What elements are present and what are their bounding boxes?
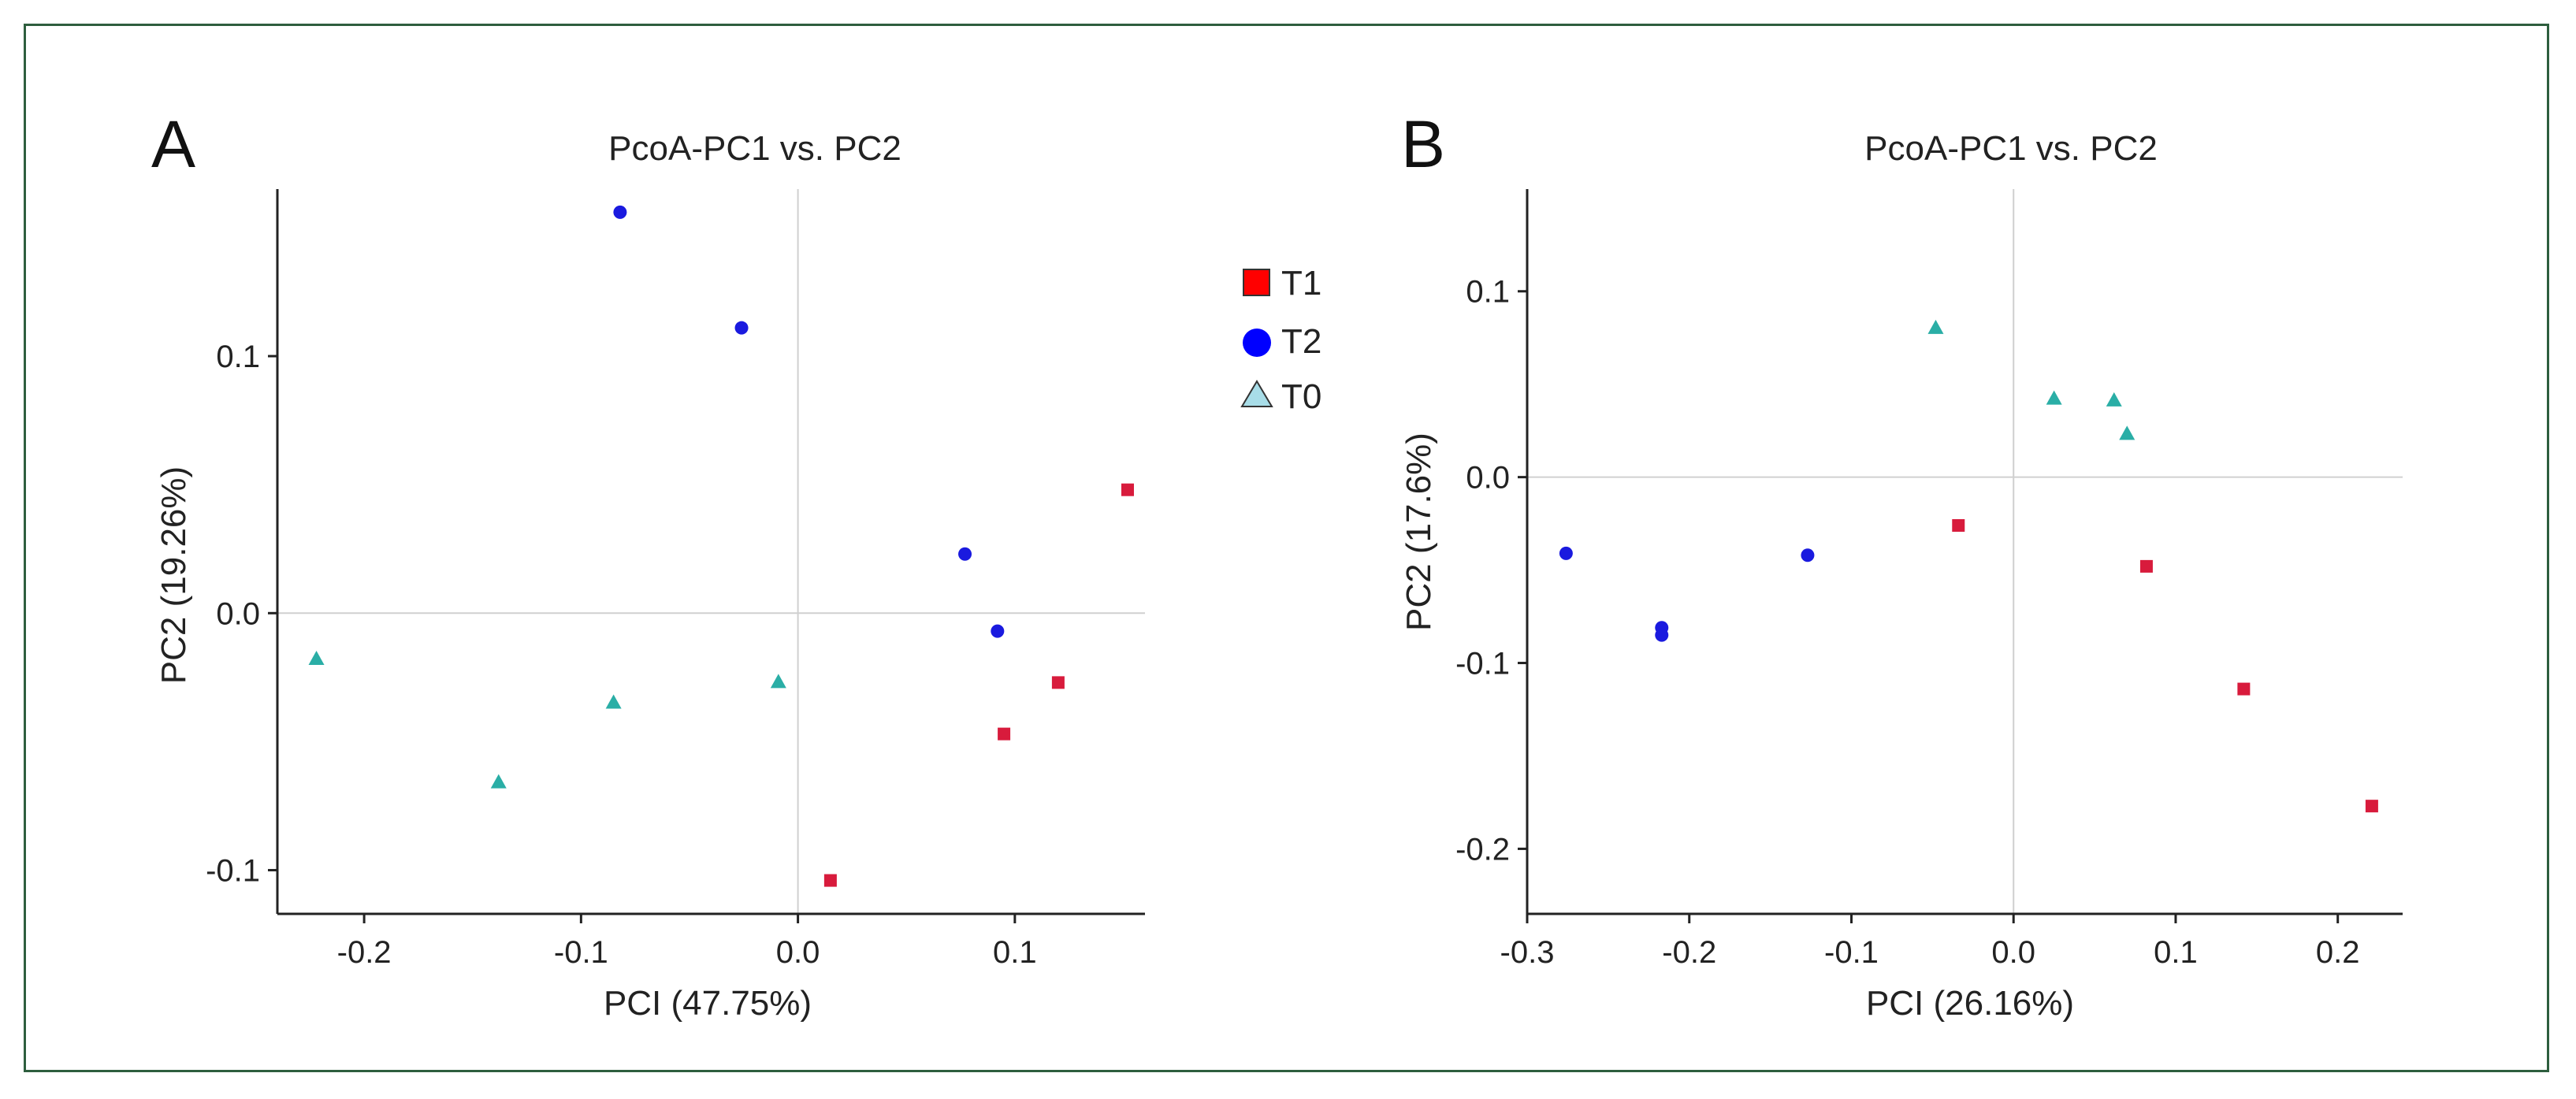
panel-a-xtick-label: -0.1: [554, 935, 608, 970]
panel-b-ytick-label: 0.0: [1466, 461, 1510, 496]
panel-b-point-t2: [1655, 628, 1669, 642]
panel-b-ylabel: PC2 (17.6%): [1400, 433, 1438, 631]
panel-a-point-t2: [613, 205, 627, 219]
panel-a-xtick-label: 0.0: [776, 935, 820, 970]
legend-t1-label: T1: [1281, 264, 1321, 303]
panel-a-point-t0: [308, 651, 325, 666]
panel-b-xtick-label: 0.0: [1991, 935, 2035, 970]
panel-a-point-t0: [490, 774, 507, 789]
legend-t1-marker: [1243, 269, 1270, 296]
plot-a: -0.2 -0.1 0.0 0.1 0.1 0.0 -0.1: [206, 189, 1145, 970]
panel-b-point-t1: [2237, 682, 2251, 696]
panel-b-point-t2: [1801, 548, 1815, 562]
panel-b-ytick-label: 0.1: [1466, 275, 1510, 310]
panel-a-xtick-label: -0.2: [337, 935, 392, 970]
panel-a-title: PcoA-PC1 vs. PC2: [608, 129, 901, 168]
panel-b-point-t0: [2046, 390, 2062, 405]
panel-b-xtick-label: 0.1: [2154, 935, 2198, 970]
panel-a-point-t1: [823, 874, 837, 887]
legend-t2-marker: [1243, 329, 1271, 357]
legend-t2-label: T2: [1281, 322, 1321, 361]
legend-t0-label: T0: [1281, 377, 1321, 416]
panel-a-point-t1: [1121, 483, 1134, 496]
panel-a-ylabel: PC2 (19.26%): [154, 466, 193, 684]
panel-a-point-t1: [1051, 676, 1065, 689]
panel-b-xtick-label: 0.2: [2316, 935, 2360, 970]
panel-b-point-t0: [2119, 425, 2136, 440]
panel-a-xtick-label: 0.1: [993, 935, 1037, 970]
panel-b-xtick-label: -0.2: [1662, 935, 1716, 970]
panel-letter-b: B: [1401, 107, 1445, 181]
panel-b-xtick-label: -0.1: [1824, 935, 1879, 970]
panel-b-title: PcoA-PC1 vs. PC2: [1864, 129, 2158, 168]
panel-b-point-t1: [2365, 800, 2378, 813]
panel-a-point-t0: [605, 694, 622, 709]
panel-b-point-t1: [2139, 559, 2153, 573]
panel-a-ytick-label: -0.1: [206, 854, 260, 889]
panel-b-point-t0: [2106, 392, 2122, 407]
panel-a-xlabel: PCI (47.75%): [604, 984, 812, 1023]
panel-a-point-t2: [991, 624, 1005, 638]
legend: T1 T2 T0: [1240, 264, 1321, 416]
panel-a-point-t2: [958, 547, 972, 561]
panel-a-ytick-label: 0.0: [216, 596, 260, 631]
plot-b: -0.3 -0.2 -0.1 0.0 0.1 0.2 0.1 0.0 -0.1 -0.2: [1455, 189, 2403, 970]
panel-b-ytick-label: -0.1: [1455, 647, 1510, 681]
panel-b-point-t0: [1927, 319, 1944, 334]
panel-a-point-t0: [770, 674, 786, 689]
panel-b-point-t1: [1952, 518, 1965, 532]
panel-b-ytick-label: -0.2: [1455, 832, 1510, 867]
panel-letter-a: A: [151, 107, 195, 181]
panel-b-xlabel: PCI (26.16%): [1866, 984, 2074, 1023]
panel-a-point-t2: [734, 321, 749, 335]
figure-frame: [24, 24, 2549, 1072]
panel-b-xtick-label: -0.3: [1500, 935, 1555, 970]
panel-a-ytick-label: 0.1: [216, 340, 260, 374]
panel-a-point-t1: [998, 727, 1011, 741]
legend-t0-marker: [1240, 380, 1273, 407]
panel-b-point-t2: [1559, 546, 1573, 560]
